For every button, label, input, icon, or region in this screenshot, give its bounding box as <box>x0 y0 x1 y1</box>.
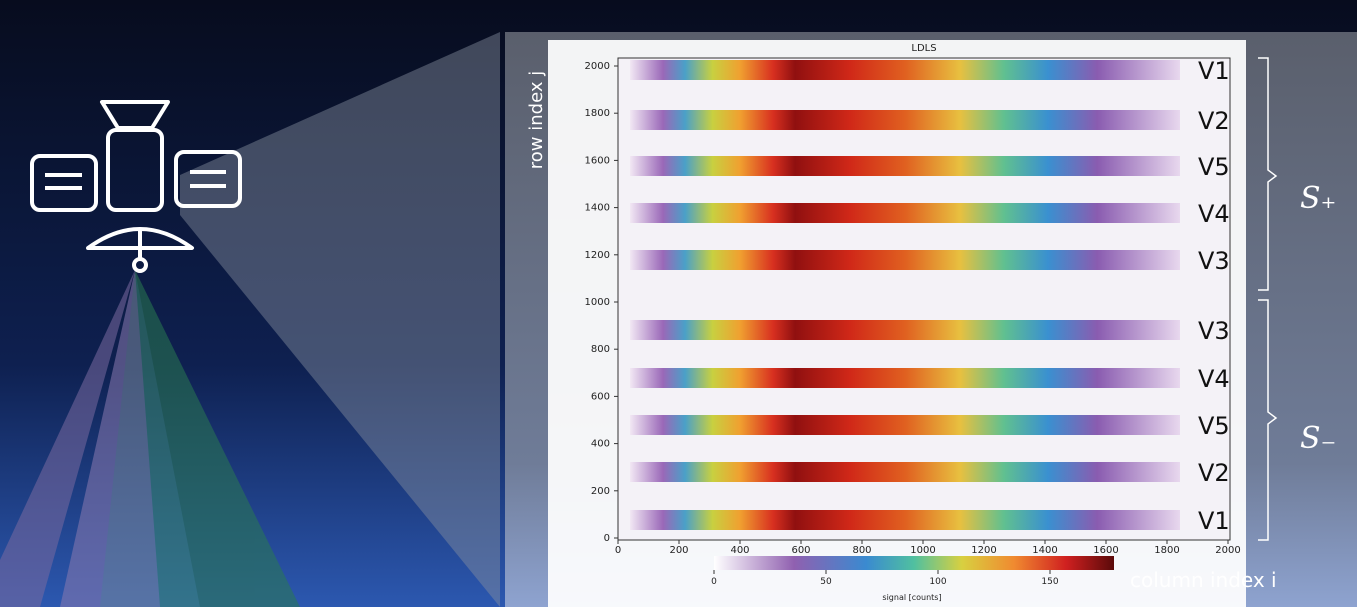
strip-label: V2 <box>1198 107 1230 135</box>
colorbar-tick-label: 50 <box>820 577 832 587</box>
spectrum-strip <box>630 60 1180 80</box>
strip-label: V4 <box>1198 365 1230 393</box>
spectrum-strip <box>630 156 1180 176</box>
spectrum-strip <box>630 320 1180 340</box>
y-tick-label: 0 <box>604 533 610 544</box>
plot-title: LDLS <box>911 43 936 54</box>
strip-label: V3 <box>1198 317 1230 345</box>
strip-label: V5 <box>1198 153 1230 181</box>
satellite-icon <box>30 100 242 273</box>
x-tick-label: 0 <box>615 545 621 556</box>
x-axis-label: column index i <box>1130 568 1277 592</box>
y-axis-label: row index j <box>526 71 547 169</box>
strip-label: V1 <box>1198 57 1230 85</box>
y-tick-label: 1800 <box>585 108 610 119</box>
y-tick-label: 1600 <box>585 155 610 166</box>
y-tick-label: 1400 <box>585 203 610 214</box>
strip-label: V5 <box>1198 412 1230 440</box>
y-tick-label: 400 <box>591 439 610 450</box>
spectrum-strip <box>630 368 1180 388</box>
plot-area <box>617 57 1231 541</box>
strip-label: V4 <box>1198 200 1230 228</box>
spectrum-strip <box>630 110 1180 130</box>
y-tick-label: 800 <box>591 344 610 355</box>
y-tick-label: 1200 <box>585 250 610 261</box>
spectrum-strip <box>630 510 1180 530</box>
x-tick-label: 600 <box>791 545 810 556</box>
spectrum-strip <box>630 415 1180 435</box>
colorbar-tick-label: 0 <box>711 577 717 587</box>
x-tick-label: 400 <box>730 545 749 556</box>
x-tick-label: 2000 <box>1215 545 1240 556</box>
x-tick-label: 1200 <box>971 545 996 556</box>
colorbar <box>714 556 1114 570</box>
strip-label: V2 <box>1198 459 1230 487</box>
x-tick-label: 1800 <box>1154 545 1179 556</box>
brackets <box>1258 57 1278 541</box>
beams <box>0 270 300 607</box>
x-tick-label: 200 <box>669 545 688 556</box>
colorbar-tick-label: 150 <box>1041 577 1058 587</box>
x-tick-label: 1400 <box>1032 545 1057 556</box>
strip-label: V3 <box>1198 247 1230 275</box>
spectrum-strip <box>630 250 1180 270</box>
y-tick-label: 1000 <box>585 297 610 308</box>
colorbar-label: signal [counts] <box>882 593 941 602</box>
x-tick-label: 1000 <box>910 545 935 556</box>
colorbar-tick-label: 100 <box>929 577 946 587</box>
strip-label: V1 <box>1198 507 1230 535</box>
spectrum-strip <box>630 462 1180 482</box>
projection <box>180 32 500 607</box>
group-label: S₋ <box>1300 421 1336 456</box>
x-tick-label: 1600 <box>1093 545 1118 556</box>
y-tick-label: 600 <box>591 391 610 402</box>
spectrum-strip <box>630 203 1180 223</box>
y-tick-label: 200 <box>591 486 610 497</box>
y-tick-label: 2000 <box>585 61 610 72</box>
group-label: S₊ <box>1300 181 1336 216</box>
x-tick-label: 800 <box>852 545 871 556</box>
